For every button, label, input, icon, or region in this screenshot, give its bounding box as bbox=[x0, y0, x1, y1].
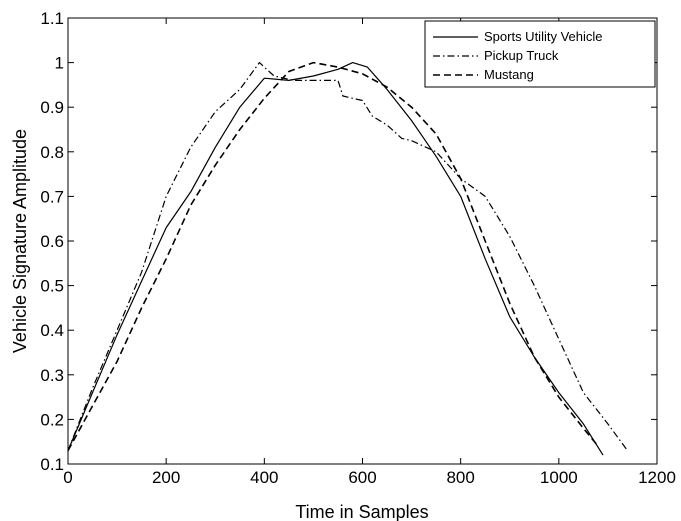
legend: Sports Utility Vehicle Pickup Truck Must… bbox=[424, 20, 656, 88]
y-tick-label: 0.3 bbox=[40, 366, 64, 385]
series-line-1 bbox=[67, 61, 628, 451]
legend-label-mustang: Mustang bbox=[484, 67, 534, 82]
x-tick-label: 600 bbox=[348, 468, 376, 487]
series-lines bbox=[67, 61, 628, 456]
y-axis-label: Vehicle Signature Amplitude bbox=[10, 129, 30, 353]
y-tick-label: 0.8 bbox=[40, 143, 64, 162]
x-axis-label: Time in Samples bbox=[295, 502, 428, 521]
y-tick-label: 0.1 bbox=[40, 455, 64, 474]
x-tick-label: 200 bbox=[152, 468, 180, 487]
series-line-2 bbox=[67, 61, 599, 451]
x-tick-label: 400 bbox=[250, 468, 278, 487]
axis-ticks: 0 200 400 600 800 1000 1200 0.1 0.2 0.3 0.4 0.5 0.6 0… bbox=[40, 9, 676, 487]
x-tick-label: 800 bbox=[446, 468, 474, 487]
y-tick-label: 0.9 bbox=[40, 98, 64, 117]
legend-label-suv: Sports Utility Vehicle bbox=[484, 29, 603, 44]
x-tick-label: 1000 bbox=[540, 468, 578, 487]
y-tick-label: 1 bbox=[55, 54, 64, 73]
x-tick-label: 1200 bbox=[638, 468, 676, 487]
legend-label-pickup: Pickup Truck bbox=[484, 48, 559, 63]
y-tick-label: 0.7 bbox=[40, 187, 64, 206]
x-tick-label: 0 bbox=[63, 468, 72, 487]
y-tick-label: 0.5 bbox=[40, 277, 64, 296]
y-tick-label: 0.6 bbox=[40, 232, 64, 251]
series-line-0 bbox=[67, 61, 604, 456]
y-tick-label: 1.1 bbox=[40, 9, 64, 28]
y-tick-label: 0.2 bbox=[40, 410, 64, 429]
y-tick-label: 0.4 bbox=[40, 321, 64, 340]
legend-box bbox=[424, 20, 656, 88]
